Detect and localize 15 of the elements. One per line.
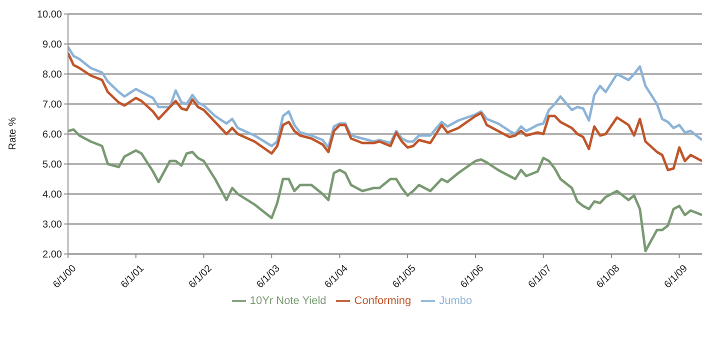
legend-label: Jumbo bbox=[439, 294, 472, 307]
y-tick-label: 7.00 bbox=[42, 100, 62, 111]
legend-label: 10Yr Note Yield bbox=[250, 294, 326, 307]
y-tick-label: 3.00 bbox=[42, 220, 62, 231]
y-tick-label: 8.00 bbox=[42, 70, 62, 81]
y-tick-label: 4.00 bbox=[42, 190, 62, 201]
line-series bbox=[68, 46, 702, 149]
y-tick-label: 2.00 bbox=[42, 250, 62, 261]
line-series bbox=[68, 52, 702, 172]
y-tick-label: 5.00 bbox=[42, 160, 62, 171]
y-tick-label: 9.00 bbox=[42, 40, 62, 51]
legend-label: Conforming bbox=[354, 294, 412, 307]
y-tick-label: 6.00 bbox=[42, 130, 62, 141]
y-tick-label: 10.00 bbox=[36, 10, 62, 21]
y-axis-title: Rate % bbox=[8, 117, 19, 150]
